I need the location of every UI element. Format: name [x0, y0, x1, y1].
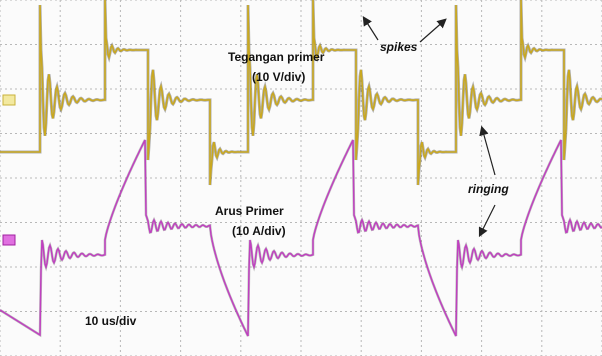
current-label: Arus Primer [215, 204, 284, 218]
time-scale: 10 us/div [85, 314, 137, 328]
voltage-label: Tegangan primer [228, 50, 325, 64]
ringing-label: ringing [468, 182, 509, 196]
channel-1-marker [3, 95, 15, 105]
spikes-label: spikes [380, 40, 418, 54]
voltage-scale: (10 V/div) [252, 70, 305, 84]
oscilloscope-screen: Tegangan primer (10 V/div) spikes ringin… [0, 0, 602, 356]
channel-3-marker [3, 235, 15, 245]
current-scale: (10 A/div) [232, 224, 286, 238]
